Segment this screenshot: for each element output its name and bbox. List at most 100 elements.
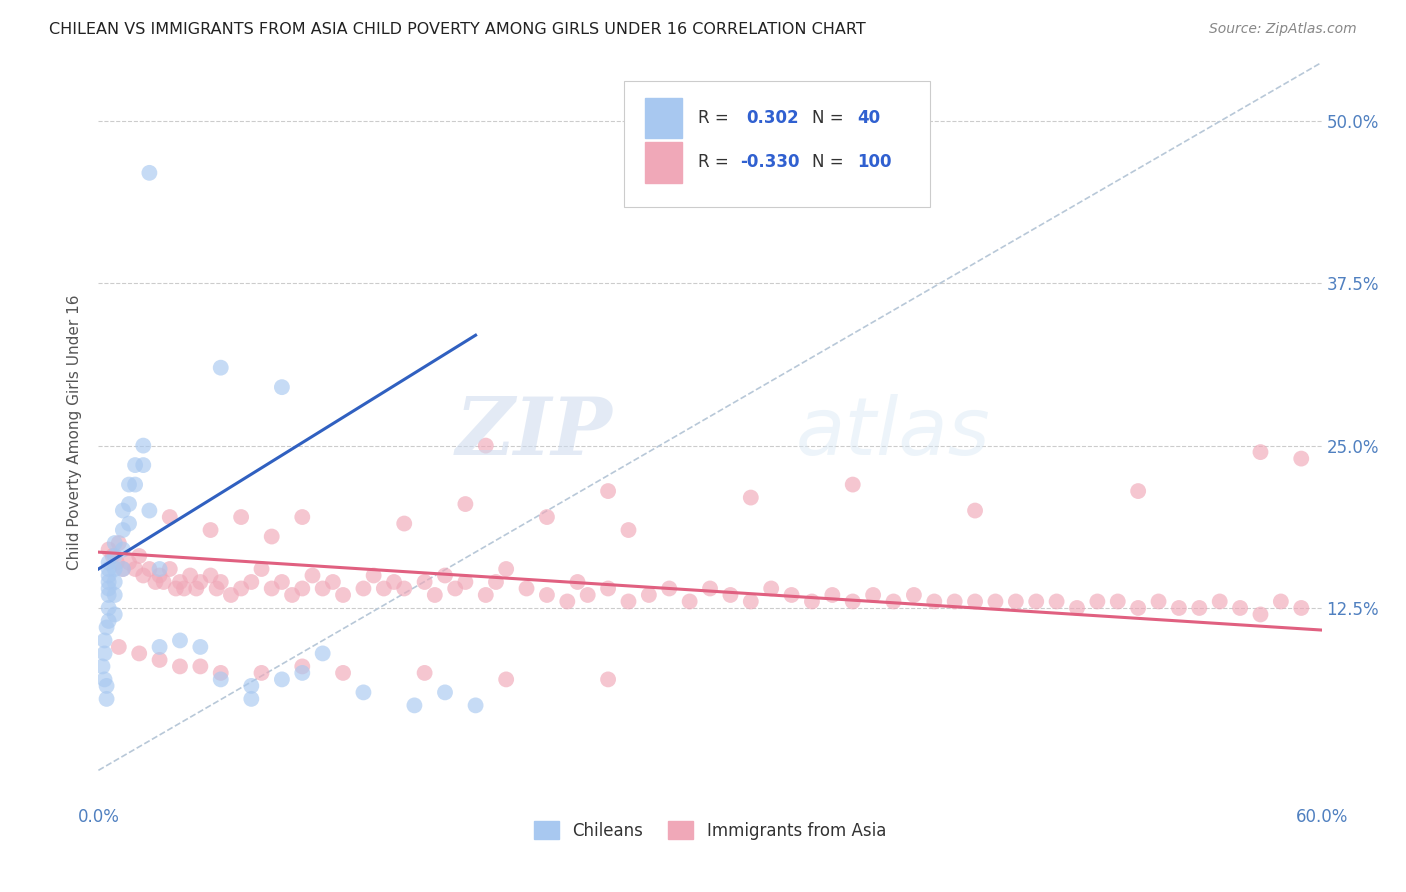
Point: [260, 582, 283, 596]
Point: [291, 659, 314, 673]
Point: [1085, 594, 1108, 608]
Text: 40: 40: [856, 109, 880, 127]
Point: [240, 679, 263, 693]
Text: ZIP: ZIP: [456, 394, 612, 471]
Point: [205, 582, 228, 596]
Point: [97, 556, 120, 570]
Point: [108, 536, 131, 550]
Point: [200, 568, 222, 582]
Point: [152, 574, 174, 589]
Text: Source: ZipAtlas.com: Source: ZipAtlas.com: [1209, 22, 1357, 37]
Point: [188, 574, 212, 589]
Point: [567, 574, 589, 589]
Point: [1229, 601, 1251, 615]
Text: N =: N =: [811, 153, 844, 171]
Point: [454, 497, 477, 511]
Point: [1128, 601, 1150, 615]
Point: [1025, 594, 1047, 608]
Point: [801, 594, 824, 608]
Point: [598, 673, 620, 687]
Point: [1147, 594, 1170, 608]
Point: [922, 594, 945, 608]
Point: [332, 665, 354, 680]
Point: [97, 582, 120, 596]
Point: [124, 477, 146, 491]
Point: [118, 556, 141, 570]
Point: [104, 588, 127, 602]
Point: [382, 574, 405, 589]
Point: [740, 594, 762, 608]
Point: [93, 647, 115, 661]
Point: [138, 503, 160, 517]
Point: [124, 458, 146, 472]
FancyBboxPatch shape: [624, 81, 931, 207]
Point: [111, 523, 134, 537]
Point: [270, 673, 294, 687]
Point: [373, 582, 395, 596]
Point: [97, 574, 120, 589]
Point: [209, 665, 232, 680]
Point: [111, 503, 134, 517]
Point: [132, 458, 155, 472]
Point: [165, 582, 187, 596]
Point: [821, 588, 844, 602]
Point: [93, 673, 115, 687]
Point: [179, 568, 201, 582]
Point: [219, 588, 242, 602]
Point: [104, 607, 127, 622]
Point: [149, 653, 172, 667]
Point: [495, 562, 517, 576]
Point: [111, 542, 134, 557]
Point: [124, 562, 146, 576]
Point: [1107, 594, 1129, 608]
Point: [96, 620, 118, 634]
Point: [841, 477, 863, 491]
Point: [111, 562, 134, 576]
Bar: [645, 97, 682, 138]
Point: [186, 582, 208, 596]
Text: 0.302: 0.302: [747, 109, 800, 127]
Text: -0.330: -0.330: [741, 153, 800, 171]
Text: N =: N =: [811, 109, 844, 127]
Point: [699, 582, 721, 596]
Point: [984, 594, 1007, 608]
Point: [159, 510, 181, 524]
Point: [718, 588, 742, 602]
Point: [485, 574, 508, 589]
Point: [104, 536, 127, 550]
Point: [173, 582, 195, 596]
Point: [250, 665, 273, 680]
Point: [1004, 594, 1026, 608]
Point: [231, 510, 253, 524]
Point: [332, 588, 354, 602]
Point: [104, 549, 127, 563]
Point: [943, 594, 966, 608]
Point: [145, 574, 167, 589]
Point: [1270, 594, 1292, 608]
Point: [128, 647, 150, 661]
Point: [576, 588, 599, 602]
Point: [118, 516, 141, 531]
Point: [464, 698, 486, 713]
Point: [138, 562, 160, 576]
Point: [352, 582, 374, 596]
Point: [240, 574, 263, 589]
Point: [301, 568, 323, 582]
Point: [495, 673, 517, 687]
Point: [104, 574, 127, 589]
Point: [363, 568, 385, 582]
Point: [128, 549, 150, 563]
Point: [169, 659, 191, 673]
Point: [97, 614, 120, 628]
Point: [118, 477, 141, 491]
Point: [617, 594, 640, 608]
Point: [404, 698, 426, 713]
Point: [291, 510, 314, 524]
Point: [169, 633, 191, 648]
Point: [1167, 601, 1189, 615]
Point: [413, 574, 436, 589]
Text: CHILEAN VS IMMIGRANTS FROM ASIA CHILD POVERTY AMONG GIRLS UNDER 16 CORRELATION C: CHILEAN VS IMMIGRANTS FROM ASIA CHILD PO…: [49, 22, 866, 37]
Point: [312, 582, 335, 596]
Point: [200, 523, 222, 537]
Point: [322, 574, 344, 589]
